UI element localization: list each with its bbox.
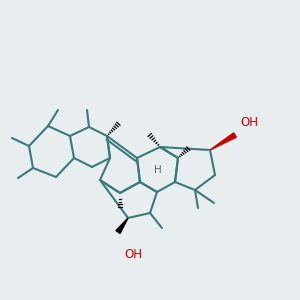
Polygon shape — [210, 133, 236, 150]
Polygon shape — [116, 218, 128, 233]
Text: H: H — [154, 165, 162, 175]
Text: OH: OH — [124, 248, 142, 261]
Text: OH: OH — [240, 116, 258, 128]
